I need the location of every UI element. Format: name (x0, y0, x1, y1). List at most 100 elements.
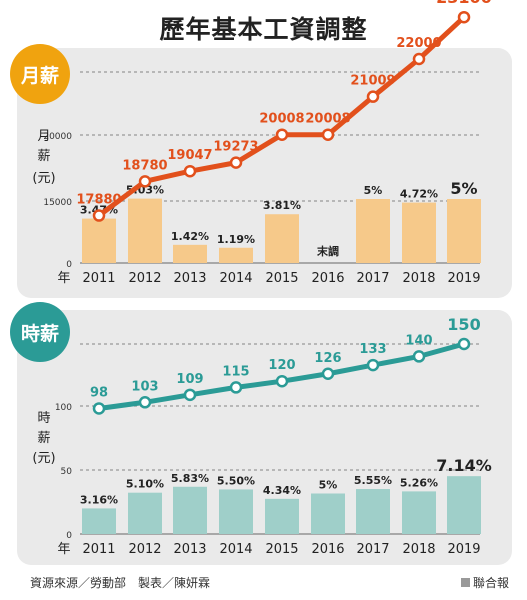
hourly-data-point (92, 402, 106, 415)
hourly-wage-badge: 時薪 (10, 302, 70, 362)
hourly-x-tick-label: 2018 (402, 542, 435, 557)
hourly-x-tick-label: 2015 (265, 542, 298, 557)
hourly-data-point (275, 374, 289, 388)
hourly-data-point (457, 337, 471, 351)
hourly-data-point (183, 388, 197, 402)
monthly-x-tick-label: 2012 (128, 271, 161, 286)
monthly-bar (402, 202, 436, 263)
hourly-bar-label: 5.50% (217, 474, 255, 487)
hourly-y-tick-label: 100 (55, 403, 72, 413)
hourly-data-label: 140 (405, 333, 432, 348)
monthly-data-point (183, 164, 197, 178)
monthly-data-label: 22000 (396, 36, 441, 51)
monthly-data-point (457, 10, 471, 24)
hourly-bar-label: 7.14% (436, 456, 492, 475)
hourly-data-label: 109 (176, 372, 203, 387)
hourly-x-tick-label: 2017 (356, 542, 389, 557)
hourly-data-point (229, 381, 243, 394)
monthly-bar (447, 199, 481, 263)
hourly-bar (128, 492, 162, 534)
monthly-x-tick-label: 2017 (356, 271, 389, 286)
monthly-data-label: 20008 (259, 112, 304, 127)
hourly-x-tick-label: 2016 (311, 542, 344, 557)
hourly-bar-label: 5.83% (171, 472, 209, 485)
hourly-bar (447, 476, 481, 534)
monthly-x-tick-label: 2014 (219, 271, 252, 286)
page-title: 歷年基本工資調整 (159, 15, 368, 44)
footer-source: 資源來源／勞動部 製表／陳妍霖 (30, 576, 211, 590)
monthly-bar (173, 244, 207, 263)
hourly-y-axis-label: 時 (37, 411, 50, 426)
hourly-x-tick-label: 2012 (128, 542, 161, 557)
monthly-bar-label: 3.81% (263, 199, 301, 212)
monthly-y-axis-label: (元) (32, 171, 55, 186)
monthly-x-tick-label: 2011 (82, 271, 115, 286)
hourly-x-tick-label: 2014 (219, 542, 252, 557)
hourly-data-label: 115 (222, 364, 249, 379)
monthly-bar-label: 5% (364, 184, 383, 197)
monthly-data-label: 19273 (213, 140, 258, 155)
monthly-x-tick-label: 2019 (447, 271, 480, 286)
hourly-bar (402, 491, 436, 534)
monthly-data-label: 21009 (350, 74, 395, 89)
monthly-x-tick-label: 2015 (265, 271, 298, 286)
monthly-wage-badge: 月薪 (10, 44, 70, 104)
hourly-data-point (321, 367, 335, 381)
hourly-y-tick-label: 50 (61, 467, 73, 477)
publisher-square-icon (460, 578, 470, 587)
hourly-x-axis-label: 年 (57, 542, 70, 557)
hourly-bar (311, 493, 345, 534)
monthly-bar (219, 247, 253, 263)
monthly-bar-label: 1.42% (171, 230, 209, 243)
hourly-data-point (138, 396, 152, 409)
hourly-bar (219, 489, 253, 534)
monthly-x-axis-label: 年 (57, 271, 70, 286)
monthly-bar (82, 218, 116, 263)
hourly-data-label: 98 (90, 385, 108, 400)
monthly-y-axis-label: 薪 (37, 149, 50, 164)
hourly-data-point (412, 350, 426, 363)
monthly-data-point (275, 128, 289, 141)
hourly-data-label: 103 (131, 379, 158, 394)
monthly-y-tick-label: 15000 (43, 198, 72, 208)
hourly-data-label: 133 (359, 342, 386, 357)
hourly-y-axis-label: (元) (32, 451, 55, 466)
hourly-bar-label: 5% (319, 479, 338, 492)
monthly-data-point (229, 156, 243, 169)
monthly-bar (128, 198, 162, 263)
monthly-bar (356, 199, 390, 263)
monthly-data-label: 20008 (305, 112, 350, 127)
hourly-x-tick-label: 2019 (447, 542, 480, 557)
monthly-bar (265, 214, 299, 263)
hourly-data-label: 126 (314, 351, 341, 366)
monthly-data-point (321, 128, 335, 141)
hourly-y-tick-label: 0 (66, 531, 72, 541)
monthly-data-label: 18780 (122, 158, 167, 173)
monthly-x-tick-label: 2016 (311, 271, 344, 286)
hourly-data-label: 120 (268, 358, 295, 373)
hourly-bar-label: 3.16% (80, 493, 118, 506)
hourly-bar (356, 489, 390, 534)
hourly-bar (265, 498, 299, 534)
hourly-bar (173, 486, 207, 534)
hourly-x-tick-label: 2013 (173, 542, 206, 557)
hourly-bar-label: 5.55% (354, 474, 392, 487)
footer-publisher: 聯合報 (460, 574, 509, 591)
hourly-bar-label: 4.34% (263, 484, 301, 497)
monthly-bar-label: 5% (450, 179, 477, 198)
monthly-data-label: 23100 (436, 0, 492, 7)
monthly-bar-label: 4.72% (400, 188, 438, 201)
monthly-y-tick-label: 0 (66, 260, 72, 270)
monthly-data-point (412, 52, 426, 66)
monthly-x-tick-label: 2013 (173, 271, 206, 286)
monthly-x-tick-label: 2018 (402, 271, 435, 286)
monthly-y-axis-label: 月 (37, 129, 50, 144)
monthly-data-point (92, 209, 106, 222)
hourly-bar-label: 5.10% (126, 478, 164, 491)
monthly-data-label: 19047 (167, 148, 212, 163)
monthly-data-point (366, 90, 380, 103)
hourly-x-tick-label: 2011 (82, 542, 115, 557)
hourly-y-axis-label: 薪 (37, 431, 50, 446)
